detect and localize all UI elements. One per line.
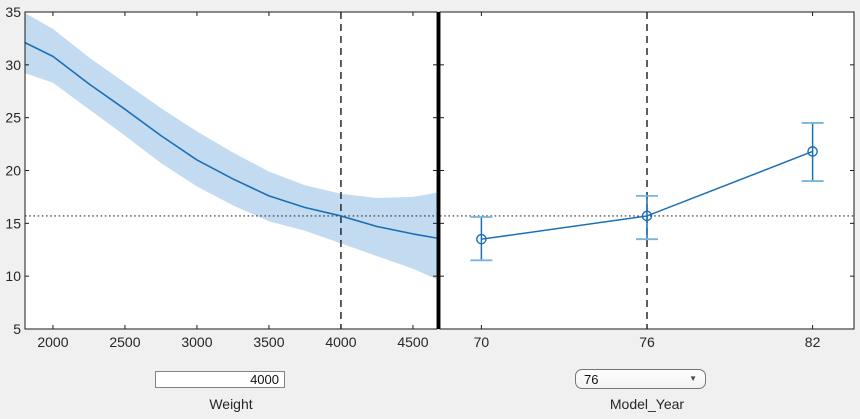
confidence-band — [25, 13, 437, 280]
weight-axis-label: Weight — [209, 396, 253, 412]
model-year-axis-label: Model_Year — [609, 396, 685, 412]
y-tick-label: 25 — [5, 110, 21, 126]
model-year-dropdown-value: 76 — [584, 371, 599, 387]
x-tick-label: 76 — [639, 334, 655, 350]
x-tick-label: 2500 — [109, 334, 140, 350]
x-tick-label: 70 — [474, 334, 490, 350]
data-point-marker[interactable] — [476, 233, 487, 245]
y-tick-label: 30 — [5, 57, 21, 73]
x-tick-label: 3000 — [181, 334, 212, 350]
model-year-dropdown[interactable]: 76 ▼ — [575, 369, 706, 389]
x-tick-label: 4500 — [397, 334, 428, 350]
x-tick-label: 3500 — [253, 334, 284, 350]
y-tick-label: 20 — [5, 163, 21, 179]
y-tick-label: 15 — [5, 215, 21, 231]
y-tick-label: 10 — [5, 268, 21, 284]
chevron-down-icon: ▼ — [689, 374, 697, 383]
fit-curve — [24, 41, 438, 239]
fit-line — [481, 150, 813, 240]
data-point-marker[interactable] — [807, 146, 818, 157]
x-tick-label: 2000 — [37, 334, 68, 350]
y-tick-label: 35 — [5, 4, 21, 20]
x-tick-label: 4000 — [325, 334, 356, 350]
weight-input[interactable] — [155, 371, 285, 388]
x-tick-label: 82 — [805, 334, 821, 350]
data-point-marker[interactable] — [641, 210, 653, 222]
y-tick-label: 5 — [13, 321, 21, 337]
